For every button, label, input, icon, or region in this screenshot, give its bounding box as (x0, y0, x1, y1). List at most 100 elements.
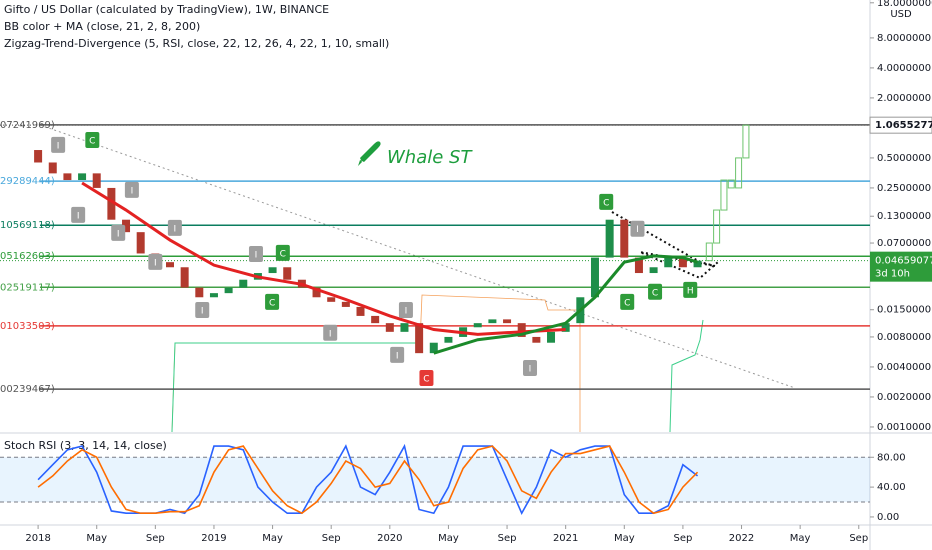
y-tick-label: 2.0000000 (877, 93, 931, 104)
candle (473, 323, 482, 328)
candle (195, 287, 204, 298)
candle (327, 297, 336, 302)
candle (664, 257, 673, 268)
signal-marker (419, 369, 434, 386)
candle (678, 257, 687, 268)
last-price-label: 0.04659077 (875, 256, 932, 267)
candle (503, 319, 512, 324)
signal-marker (167, 219, 182, 236)
candle (34, 150, 43, 163)
x-tick-label: Sep (498, 533, 517, 544)
level-label: 00239467) (0, 384, 55, 395)
signal-label: H (687, 286, 694, 296)
candle (532, 336, 541, 343)
currency: USD (890, 9, 912, 20)
signal-marker (248, 245, 263, 262)
signal-marker (195, 302, 210, 319)
signal-marker (71, 206, 86, 223)
x-tick-label: 2021 (553, 533, 578, 544)
indicator-legend: Zigzag-Trend-Divergence (5, RSI, close, … (4, 37, 389, 50)
x-tick-label: May (614, 533, 635, 544)
candle (605, 219, 614, 258)
y-tick-label: 80.00 (877, 452, 906, 463)
candle (400, 323, 409, 332)
signal-marker (323, 324, 338, 341)
signal-label: I (174, 224, 177, 234)
stoch-line (37, 445, 699, 515)
level-label-bg (0, 218, 40, 232)
candle (488, 319, 497, 324)
candle (415, 323, 424, 354)
y-tick-label: 18.0000000 (877, 0, 932, 9)
candle (561, 323, 570, 332)
signal-marker (620, 293, 635, 310)
y-tick-label: 40.00 (877, 482, 906, 493)
projection-bar (735, 157, 743, 189)
y-tick-label: 0.0080000 (877, 332, 931, 343)
candle (92, 173, 101, 188)
signal-marker (111, 224, 126, 241)
candle (634, 257, 643, 274)
level-label: 29289444) (0, 176, 55, 187)
candle (107, 187, 116, 220)
level-label: 05162603) (0, 251, 55, 262)
y-tick-label: 0.0700000 (877, 238, 931, 249)
x-tick-label: Sep (673, 533, 692, 544)
y-tick-label: 0.00 (877, 512, 899, 523)
candle (649, 267, 658, 274)
signal-label: I (329, 329, 332, 339)
x-tick-label: 2020 (377, 533, 402, 544)
candle (165, 262, 174, 268)
x-tick-label: 2019 (201, 533, 226, 544)
signal-label: I (396, 351, 399, 361)
signal-label: C (280, 249, 286, 259)
stoch-title: Stoch RSI (3, 3, 14, 14, close) (4, 439, 167, 452)
signal-marker (523, 360, 538, 377)
signal-label: C (603, 198, 609, 208)
projection-bar (705, 242, 713, 262)
signal-label: I (57, 141, 60, 151)
candle (385, 323, 394, 332)
candle (312, 287, 321, 298)
x-tick-label: 2022 (729, 533, 754, 544)
stoch-band (0, 457, 870, 503)
candle (517, 323, 526, 337)
candle (283, 267, 292, 280)
x-tick-label: Sep (849, 533, 868, 544)
moving-average (81, 181, 566, 336)
projection-bar (713, 209, 721, 244)
trend-line (39, 124, 796, 389)
signal-label: C (624, 298, 630, 308)
candle (341, 301, 350, 307)
signal-label: C (652, 288, 658, 298)
signal-label: I (131, 186, 134, 196)
target-price-label: 1.06552773 (875, 120, 932, 131)
candle (122, 219, 131, 233)
candle (693, 260, 702, 268)
indicator-line (669, 319, 704, 433)
level-label: 02519117) (0, 282, 55, 293)
signal-marker (124, 181, 139, 198)
level-label-bg (0, 318, 40, 332)
signal-marker (51, 136, 66, 153)
level-label-bg (0, 280, 40, 294)
signal-label: I (636, 225, 639, 235)
indicator-legend: BB color + MA (close, 21, 2, 8, 200) (4, 20, 200, 33)
indicator-line (171, 342, 420, 433)
rocket-icon (356, 141, 381, 168)
y-tick-label: 0.0150000 (877, 305, 931, 316)
signal-marker (275, 244, 290, 261)
countdown-label: 3d 10h (875, 269, 910, 280)
watermark: Whale ST (387, 147, 473, 168)
candle (356, 306, 365, 316)
candle (136, 232, 145, 254)
x-tick-label: May (790, 533, 811, 544)
signal-label: I (154, 258, 157, 268)
target-price-box (869, 116, 932, 134)
projection-bar (727, 179, 735, 189)
candle (444, 336, 453, 343)
y-tick-label: 4.0000000 (877, 63, 931, 74)
y-tick-label: 0.0040000 (877, 362, 931, 373)
y-tick-label: 0.0010000 (877, 422, 931, 433)
